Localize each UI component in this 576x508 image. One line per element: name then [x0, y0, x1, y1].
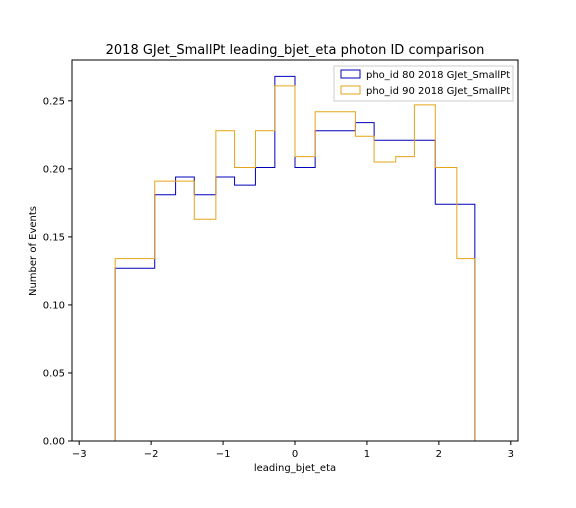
- histogram-step-line-1: [114, 85, 476, 441]
- x-axis: −3 −2 −1 0 1 2 3: [72, 441, 514, 460]
- legend: pho_id 80 2018 GJet_SmallPt pho_id 90 20…: [333, 65, 514, 102]
- plot-area: [114, 75, 476, 441]
- chart-title: 2018 GJet_SmallPt leading_bjet_eta photo…: [106, 43, 485, 58]
- legend-swatch-pho-id-90: [340, 85, 361, 95]
- legend-label-pho-id-90: pho_id 90 2018 GJet_SmallPt: [366, 86, 510, 97]
- x-tick-label: −1: [216, 449, 231, 460]
- x-tick-label: −2: [144, 449, 159, 460]
- legend-swatch-pho-id-80: [340, 69, 361, 79]
- legend-frame: [333, 65, 514, 102]
- x-axis-label: leading_bjet_eta: [254, 463, 336, 474]
- y-axis-label: Number of Events: [28, 206, 39, 296]
- y-tick-label: 0.25: [43, 96, 65, 107]
- y-axis: 0.00 0.05 0.10 0.15 0.20 0.25: [43, 96, 72, 448]
- y-tick-label: 0.10: [43, 300, 65, 311]
- y-tick-label: 0.20: [43, 164, 65, 175]
- x-tick-label: 1: [364, 449, 370, 460]
- x-tick-label: 3: [508, 449, 514, 460]
- x-tick-label: −3: [72, 449, 87, 460]
- series-group-1: [114, 85, 476, 441]
- y-tick-label: 0.15: [43, 232, 65, 243]
- legend-label-pho-id-80: pho_id 80 2018 GJet_SmallPt: [366, 70, 510, 81]
- y-tick-label: 0.05: [43, 368, 65, 379]
- x-tick-label: 0: [292, 449, 298, 460]
- x-tick-label: 2: [436, 449, 442, 460]
- y-tick-label: 0.00: [43, 437, 65, 448]
